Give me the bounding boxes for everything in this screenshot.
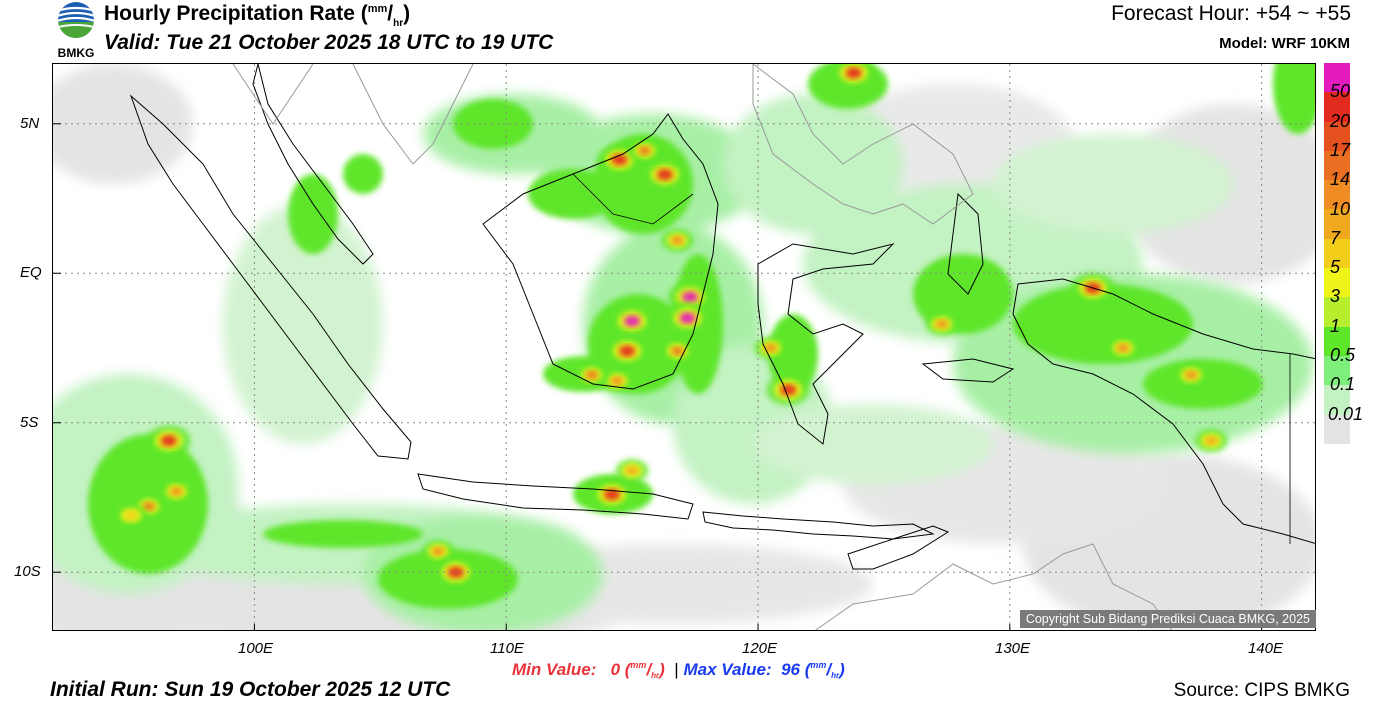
legend-swatch xyxy=(1324,121,1350,151)
bmkg-globe-icon: BMKG xyxy=(58,2,95,60)
rain-cell xyxy=(671,346,684,356)
graticule xyxy=(53,64,1315,630)
rain-cell xyxy=(671,236,684,245)
rain-cells xyxy=(114,64,1228,588)
nusa-tenggara-outline xyxy=(702,511,935,540)
borneo-outline xyxy=(482,113,719,390)
legend-label: 10 xyxy=(1330,198,1351,219)
color-legend xyxy=(1324,63,1350,444)
rain-cell xyxy=(160,435,177,447)
rain-cell xyxy=(624,315,641,327)
precipitation-map xyxy=(52,63,1316,631)
rain-cell xyxy=(845,67,862,79)
timor-outline xyxy=(847,525,950,570)
java-outline xyxy=(417,473,694,520)
lon-label-140e: 140E xyxy=(1248,640,1284,657)
initial-run: Initial Run: Sun 19 October 2025 12 UTC xyxy=(50,678,451,701)
legend-label: 5 xyxy=(1330,257,1341,278)
rain-cell xyxy=(935,319,948,329)
malay-outline xyxy=(252,64,374,265)
rain-cell xyxy=(679,312,696,324)
coastlines xyxy=(129,64,1315,630)
forecast-hour: Forecast Hour: +54 ~ +55 xyxy=(1111,2,1351,25)
legend-label: 7 xyxy=(1330,227,1341,248)
rain-cell xyxy=(682,291,699,303)
model-label: Model: WRF 10KM xyxy=(1219,35,1350,52)
rain-cell xyxy=(432,547,445,556)
seram-outline xyxy=(921,358,1015,383)
rain-cell xyxy=(1185,370,1198,380)
max-value: Max Value: 96 (mm/hr) xyxy=(683,660,845,680)
legend-label: 50 xyxy=(1330,81,1351,102)
rain-cell xyxy=(603,488,620,501)
maluku-outline xyxy=(947,192,984,295)
source-label: Source: CIPS BMKG xyxy=(1173,680,1350,701)
legend-label: 14 xyxy=(1330,169,1351,190)
lon-label-110e: 110E xyxy=(490,640,524,657)
legend-label: 20 xyxy=(1330,110,1351,131)
title-unit-top: mm xyxy=(367,3,388,15)
rain-cell xyxy=(1117,343,1130,353)
rain-cell xyxy=(656,169,673,181)
title-text: Hourly Precipitation Rate ( xyxy=(104,2,368,25)
min-max-values: Min Value: 0 (mm/hr) | Max Value: 96 (mm… xyxy=(512,660,845,680)
legend-label: 0.01 xyxy=(1328,403,1364,424)
lon-label-130e: 130E xyxy=(995,640,1031,657)
logo-text: BMKG xyxy=(58,46,95,60)
bmkg-logo: BMKG xyxy=(52,0,100,60)
title-unit-bottom: hr xyxy=(393,18,404,29)
rain-cell xyxy=(142,502,155,511)
legend-swatch xyxy=(1324,150,1350,181)
lon-label-120e: 120E xyxy=(742,640,778,657)
map-canvas xyxy=(53,64,1315,630)
rain-cell xyxy=(125,511,138,520)
mainland-outline xyxy=(232,64,474,165)
legend-swatch xyxy=(1324,268,1350,298)
copyright-notice: Copyright Sub Bidang Prediksi Cuaca BMKG… xyxy=(1019,610,1316,628)
rain-cell xyxy=(626,466,639,475)
legend-swatch xyxy=(1324,414,1350,444)
rain-cell xyxy=(611,376,624,386)
legend-swatch xyxy=(1324,297,1350,327)
legend-swatch xyxy=(1324,180,1350,210)
sumatra-outline xyxy=(129,94,412,460)
rain-cell xyxy=(764,343,777,353)
lat-label-5n: 5N xyxy=(20,115,40,132)
legend-label: 1 xyxy=(1330,315,1341,336)
legend-swatch xyxy=(1324,355,1350,386)
border-line xyxy=(572,173,694,225)
lat-label-10s: 10S xyxy=(14,563,41,580)
legend-label: 0.1 xyxy=(1330,374,1356,395)
legend-label: 3 xyxy=(1330,286,1341,307)
rain-cell xyxy=(638,146,651,155)
legend-label: 17 xyxy=(1330,139,1351,160)
legend-label: 0.5 xyxy=(1330,345,1356,365)
rain-cell xyxy=(780,384,797,396)
legend-swatch xyxy=(1324,238,1350,269)
separator: | xyxy=(674,660,679,679)
legend-swatch xyxy=(1324,92,1350,122)
rain-cell xyxy=(1205,436,1218,445)
australia-outline xyxy=(814,543,1173,630)
lon-label-100e: 100E xyxy=(238,640,274,657)
legend-swatch xyxy=(1324,209,1350,239)
lat-label-5s: 5S xyxy=(20,414,39,431)
legend-swatch xyxy=(1324,63,1350,93)
rain-cell xyxy=(170,487,183,496)
rain-cell xyxy=(585,370,598,380)
philippines-outline xyxy=(752,64,974,225)
legend-swatch xyxy=(1324,385,1350,415)
rain-cell xyxy=(619,345,636,357)
new-guinea-outline xyxy=(1012,278,1315,544)
min-value: Min Value: 0 (mm/hr) xyxy=(512,660,665,680)
chart-title: Hourly Precipitation Rate (mm/hr) xyxy=(104,2,411,29)
lat-label-eq: EQ xyxy=(20,264,42,281)
valid-time: Valid: Tue 21 October 2025 18 UTC to 19 … xyxy=(104,31,554,54)
legend-swatch xyxy=(1324,326,1350,356)
sulawesi-outline xyxy=(757,243,895,445)
title-close: ) xyxy=(403,2,411,25)
